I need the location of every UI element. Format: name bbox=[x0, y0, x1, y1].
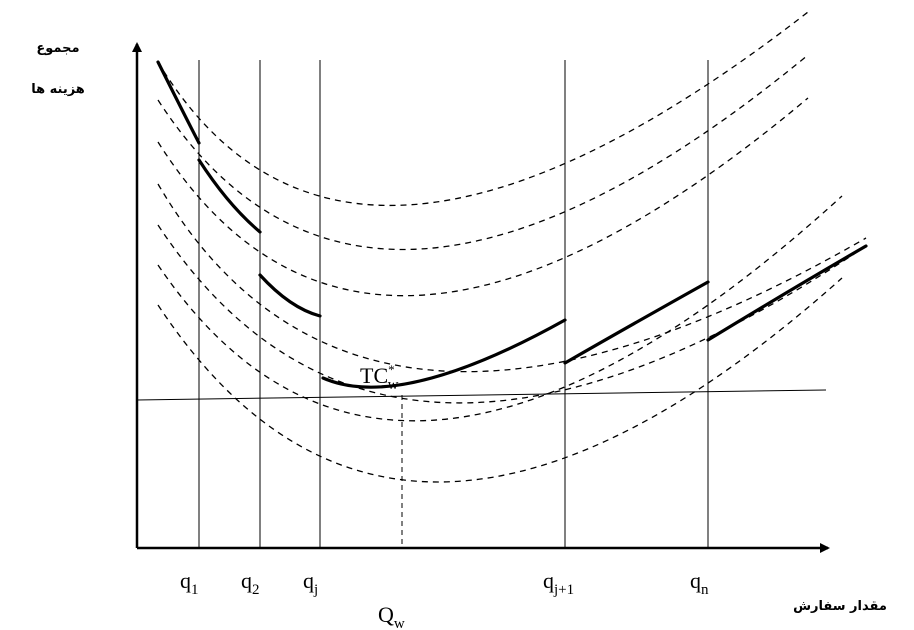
envelope-segment-6 bbox=[706, 244, 868, 342]
breakpoint-label-q2: q2 bbox=[241, 568, 260, 598]
optimum-cost-line bbox=[136, 389, 827, 401]
cost-curve-4 bbox=[157, 183, 867, 373]
cost-curve-6 bbox=[157, 195, 843, 422]
breakpoint-label-qj1: qj+1 bbox=[543, 568, 574, 598]
optimum-cost-label: TC* w bbox=[360, 362, 399, 393]
breakpoint-label-qj: qj bbox=[303, 568, 318, 598]
cost-curve-5 bbox=[157, 224, 867, 404]
total-cost-envelope bbox=[156, 60, 868, 389]
envelope-segment-5 bbox=[563, 280, 710, 365]
envelope-segment-2 bbox=[197, 158, 262, 234]
cost-curve-2 bbox=[157, 54, 809, 251]
cost-curve-7 bbox=[157, 277, 843, 483]
x-axis-label: مقدار سفارش bbox=[793, 599, 887, 614]
optimum-quantity-label: Qw bbox=[378, 602, 405, 630]
envelope-segment-1 bbox=[156, 60, 201, 145]
y-axis-label-line2: هزینه ها bbox=[31, 82, 85, 97]
envelope-segment-3 bbox=[258, 273, 322, 318]
dashed-curves bbox=[157, 11, 867, 483]
breakpoint-label-qn: qn bbox=[690, 568, 709, 598]
breakpoint-label-q1: q1 bbox=[180, 568, 199, 598]
envelope-segment-4 bbox=[321, 318, 567, 389]
cost-curve-3 bbox=[157, 97, 809, 297]
cost-curve-1 bbox=[157, 11, 809, 207]
y-axis-label-line1: مجموع bbox=[36, 41, 79, 56]
